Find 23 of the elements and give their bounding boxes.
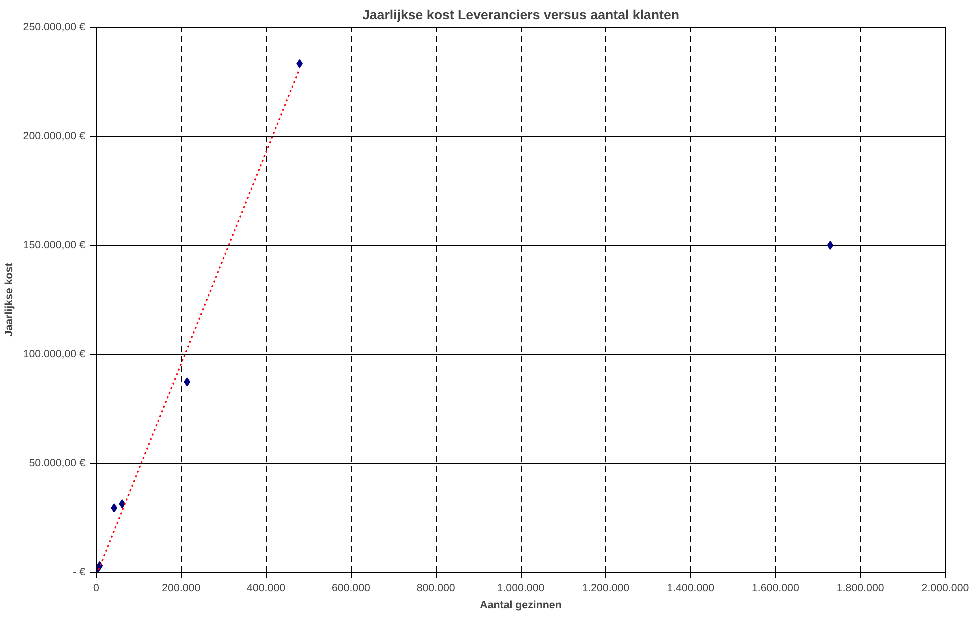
point bbox=[119, 500, 126, 509]
chart-title: Jaarlijkse kost Leveranciers versus aantal klanten bbox=[362, 8, 680, 22]
x-tick-label: 0 bbox=[94, 582, 100, 594]
y-tick-label: 100.000,00 € bbox=[23, 348, 86, 360]
x-axis-title: Aantal gezinnen bbox=[480, 600, 562, 612]
x-tick-label: 400.000 bbox=[247, 582, 286, 594]
y-tick-label: 50.000,00 € bbox=[29, 458, 86, 470]
x-tick-label: 800.000 bbox=[416, 582, 456, 594]
x-tick-label: 200.000 bbox=[162, 582, 201, 594]
x-tick-label: 1.200.000 bbox=[582, 582, 630, 594]
x-tick-label: 1.000.000 bbox=[497, 582, 545, 594]
point bbox=[827, 241, 834, 250]
x-tick-label: 1.400.000 bbox=[667, 582, 715, 594]
x-tick-label: 2.000.000 bbox=[922, 582, 970, 594]
y-tick-label: 250.000,00 € bbox=[23, 22, 86, 34]
y-tick-label: 150.000,00 € bbox=[23, 240, 86, 252]
y-axis-title: Jaarlijkse kost bbox=[3, 262, 16, 337]
y-tick-label: 200.000,00 € bbox=[23, 130, 86, 142]
x-tick-label: 600.000 bbox=[332, 582, 371, 594]
x-tick-label: 1.600.000 bbox=[752, 582, 800, 594]
y-tick-label: - € bbox=[73, 566, 86, 578]
x-tick-label: 1.800.000 bbox=[836, 582, 884, 594]
point bbox=[184, 378, 191, 387]
